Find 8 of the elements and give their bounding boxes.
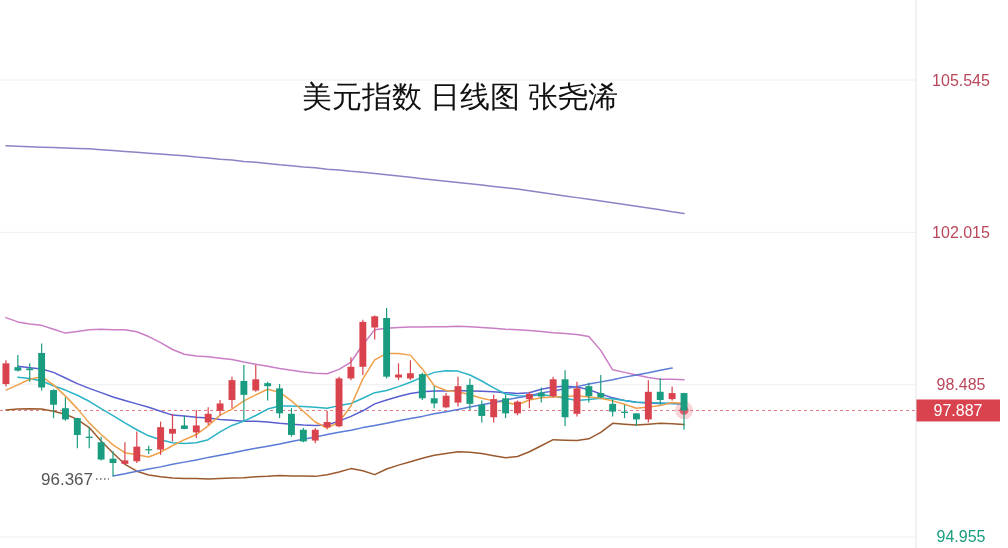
annotation: 96.367 — [41, 469, 94, 489]
annotation: 96.367 — [41, 469, 110, 489]
y-tick-label: 105.545 — [932, 71, 991, 89]
ref-line-label: 97.887 — [933, 401, 983, 419]
title: 美元指数 日线图 张尧浠 — [301, 79, 619, 113]
y-tick-label: 98.485 — [936, 376, 986, 394]
y-tick-label: 94.955 — [936, 528, 986, 546]
y-tick-label: 102.015 — [932, 223, 991, 241]
